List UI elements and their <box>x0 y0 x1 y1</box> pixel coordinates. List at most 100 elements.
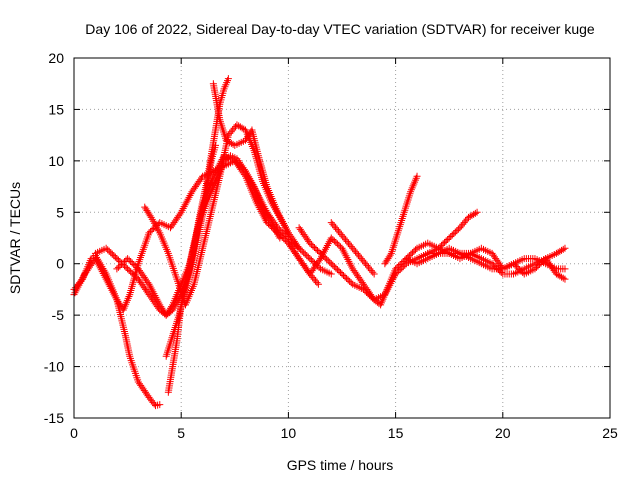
data-point <box>360 258 368 266</box>
data-point <box>354 251 362 259</box>
data-point <box>125 256 133 264</box>
data-point <box>212 141 220 149</box>
data-point <box>237 163 245 171</box>
data-point <box>333 240 341 248</box>
series-track-13 <box>327 219 378 278</box>
data-point <box>537 259 545 267</box>
data-point <box>318 251 326 259</box>
data-point <box>127 258 135 266</box>
data-point <box>531 265 539 273</box>
data-point <box>144 279 152 287</box>
data-point <box>471 209 479 217</box>
data-point <box>514 264 522 272</box>
y-tick-labels: -15 -10 -5 0 5 10 15 20 <box>44 50 64 426</box>
data-point <box>307 256 315 264</box>
data-point <box>343 274 351 282</box>
data-point <box>336 269 344 277</box>
data-point <box>116 262 124 270</box>
data-point <box>438 241 446 249</box>
data-point <box>356 253 364 261</box>
data-point <box>350 246 358 254</box>
data-point <box>392 270 400 278</box>
data-point <box>454 225 462 233</box>
data-point <box>230 124 238 132</box>
data-point <box>312 245 320 253</box>
data-point <box>231 157 239 165</box>
data-point <box>343 237 351 245</box>
data-point <box>110 252 118 260</box>
data-point <box>364 263 372 271</box>
data-point <box>334 227 342 235</box>
data-point <box>347 279 355 287</box>
y-tick-label: -5 <box>52 307 65 323</box>
data-point <box>451 228 459 236</box>
data-point <box>113 265 121 273</box>
data-point <box>105 247 113 255</box>
data-point <box>516 266 524 274</box>
y-tick-label: 5 <box>56 204 64 220</box>
data-point <box>362 260 370 268</box>
data-point <box>125 266 133 274</box>
data-point <box>450 230 458 238</box>
data-point <box>329 235 337 243</box>
data-point <box>332 264 340 272</box>
data-point <box>130 260 138 268</box>
data-point <box>327 219 335 227</box>
data-point <box>366 291 374 299</box>
data-point <box>367 293 375 301</box>
data-point <box>145 229 153 237</box>
data-point <box>511 261 519 269</box>
data-point <box>312 277 320 285</box>
data-point <box>453 227 461 235</box>
data-point <box>277 227 285 235</box>
data-point <box>332 224 340 232</box>
data-point <box>456 224 464 232</box>
data-point <box>335 241 343 249</box>
series-track-8 <box>209 80 292 237</box>
data-point <box>333 225 341 233</box>
data-point <box>102 244 110 252</box>
data-point <box>156 401 164 409</box>
data-point <box>128 259 136 267</box>
data-point <box>130 271 138 279</box>
data-point <box>131 272 139 280</box>
data-point <box>327 270 335 278</box>
data-point <box>344 239 352 247</box>
data-point <box>363 261 371 269</box>
data-point <box>324 257 332 265</box>
data-point <box>226 129 234 137</box>
data-point <box>367 267 375 275</box>
data-point <box>307 241 315 249</box>
data-point <box>227 128 235 136</box>
data-point <box>344 276 352 284</box>
data-point <box>404 253 412 261</box>
data-point <box>317 249 325 257</box>
series-track-11 <box>381 172 421 268</box>
data-point <box>303 252 311 260</box>
data-point <box>332 238 340 246</box>
data-point <box>473 208 481 216</box>
data-point <box>445 234 453 242</box>
data-point <box>275 225 283 233</box>
data-point <box>304 253 312 261</box>
x-tick-labels: 0 5 10 15 20 25 <box>70 425 618 441</box>
x-tick-label: 5 <box>177 425 185 441</box>
data-point <box>310 244 318 252</box>
data-points <box>70 75 569 410</box>
data-point <box>117 260 125 268</box>
data-point <box>306 255 314 263</box>
data-point <box>339 232 347 240</box>
data-point <box>444 235 452 243</box>
data-point <box>457 222 465 230</box>
data-point <box>359 285 367 293</box>
data-point <box>111 253 119 261</box>
data-point <box>363 288 371 296</box>
data-point <box>493 264 501 272</box>
x-tick-label: 20 <box>495 425 511 441</box>
data-point <box>128 269 136 277</box>
data-point <box>278 228 286 236</box>
data-point <box>407 250 415 258</box>
data-point <box>370 270 378 278</box>
x-tick-label: 0 <box>70 425 78 441</box>
data-point <box>320 252 328 260</box>
